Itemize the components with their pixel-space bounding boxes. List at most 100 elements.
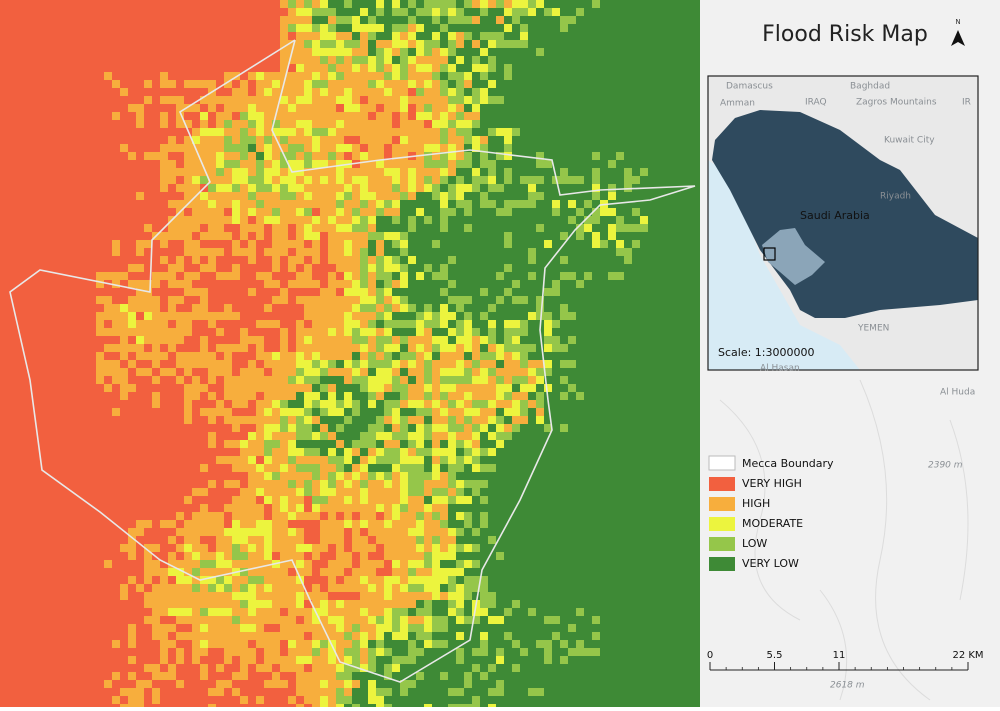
risk-cell: [360, 192, 368, 200]
risk-cell: [200, 256, 208, 264]
risk-cell: [80, 224, 88, 232]
risk-cell: [576, 72, 584, 80]
risk-cell: [464, 248, 472, 256]
risk-cell: [192, 304, 200, 312]
risk-cell: [512, 376, 520, 384]
risk-cell: [304, 312, 312, 320]
risk-cell: [376, 440, 384, 448]
risk-cell: [696, 208, 700, 216]
risk-cell: [552, 8, 560, 16]
risk-cell: [216, 192, 224, 200]
risk-cell: [72, 352, 80, 360]
risk-cell: [352, 32, 360, 40]
risk-cell: [432, 312, 440, 320]
risk-cell: [360, 400, 368, 408]
risk-cell: [496, 136, 504, 144]
risk-cell: [448, 32, 456, 40]
risk-cell: [160, 424, 168, 432]
risk-cell: [216, 248, 224, 256]
risk-cell: [88, 440, 96, 448]
risk-cell: [176, 0, 184, 8]
risk-cell: [120, 344, 128, 352]
risk-cell: [328, 224, 336, 232]
risk-cell: [536, 96, 544, 104]
risk-cell: [80, 40, 88, 48]
risk-cell: [112, 32, 120, 40]
risk-cell: [456, 320, 464, 328]
risk-cell: [88, 376, 96, 384]
risk-cell: [584, 16, 592, 24]
risk-cell: [40, 56, 48, 64]
risk-cell: [184, 264, 192, 272]
risk-cell: [632, 296, 640, 304]
risk-cell: [320, 128, 328, 136]
risk-cell: [24, 312, 32, 320]
risk-cell: [576, 112, 584, 120]
risk-cell: [504, 80, 512, 88]
risk-cell: [112, 136, 120, 144]
risk-cell: [88, 296, 96, 304]
risk-cell: [648, 248, 656, 256]
risk-cell: [8, 168, 16, 176]
risk-cell: [464, 304, 472, 312]
risk-cell: [392, 128, 400, 136]
risk-cell: [192, 200, 200, 208]
risk-cell: [280, 120, 288, 128]
risk-cell: [608, 224, 616, 232]
risk-cell: [112, 336, 120, 344]
risk-cell: [8, 176, 16, 184]
risk-cell: [24, 280, 32, 288]
risk-cell: [600, 208, 608, 216]
risk-cell: [648, 264, 656, 272]
risk-cell: [584, 384, 592, 392]
risk-cell: [0, 56, 8, 64]
risk-cell: [528, 320, 536, 328]
risk-cell: [312, 168, 320, 176]
risk-cell: [608, 16, 616, 24]
risk-cell: [664, 24, 672, 32]
risk-cell: [280, 88, 288, 96]
risk-cell: [352, 192, 360, 200]
risk-cell: [0, 264, 8, 272]
risk-cell: [368, 208, 376, 216]
risk-cell: [200, 112, 208, 120]
risk-cell: [400, 352, 408, 360]
risk-cell: [576, 88, 584, 96]
risk-cell: [544, 312, 552, 320]
risk-cell: [496, 0, 504, 8]
risk-cell: [560, 32, 568, 40]
risk-cell: [512, 352, 520, 360]
risk-cell: [376, 72, 384, 80]
risk-cell: [688, 184, 696, 192]
risk-cell: [376, 152, 384, 160]
risk-cell: [344, 248, 352, 256]
risk-cell: [432, 304, 440, 312]
risk-cell: [248, 168, 256, 176]
risk-cell: [200, 408, 208, 416]
risk-cell: [416, 144, 424, 152]
risk-cell: [104, 384, 112, 392]
risk-cell: [136, 256, 144, 264]
risk-cell: [472, 176, 480, 184]
risk-cell: [0, 448, 8, 456]
risk-cell: [632, 8, 640, 16]
risk-cell: [168, 376, 176, 384]
risk-cell: [384, 328, 392, 336]
risk-cell: [592, 24, 600, 32]
risk-cell: [192, 360, 200, 368]
risk-cell: [344, 232, 352, 240]
risk-cell: [672, 264, 680, 272]
risk-cell: [104, 136, 112, 144]
risk-cell: [584, 280, 592, 288]
risk-cell: [656, 112, 664, 120]
risk-cell: [376, 392, 384, 400]
risk-cell: [200, 312, 208, 320]
risk-cell: [96, 392, 104, 400]
risk-cell: [624, 56, 632, 64]
risk-cell: [376, 112, 384, 120]
risk-cell: [272, 400, 280, 408]
risk-cell: [304, 216, 312, 224]
risk-cell: [152, 240, 160, 248]
risk-cell: [464, 184, 472, 192]
risk-cell: [664, 160, 672, 168]
